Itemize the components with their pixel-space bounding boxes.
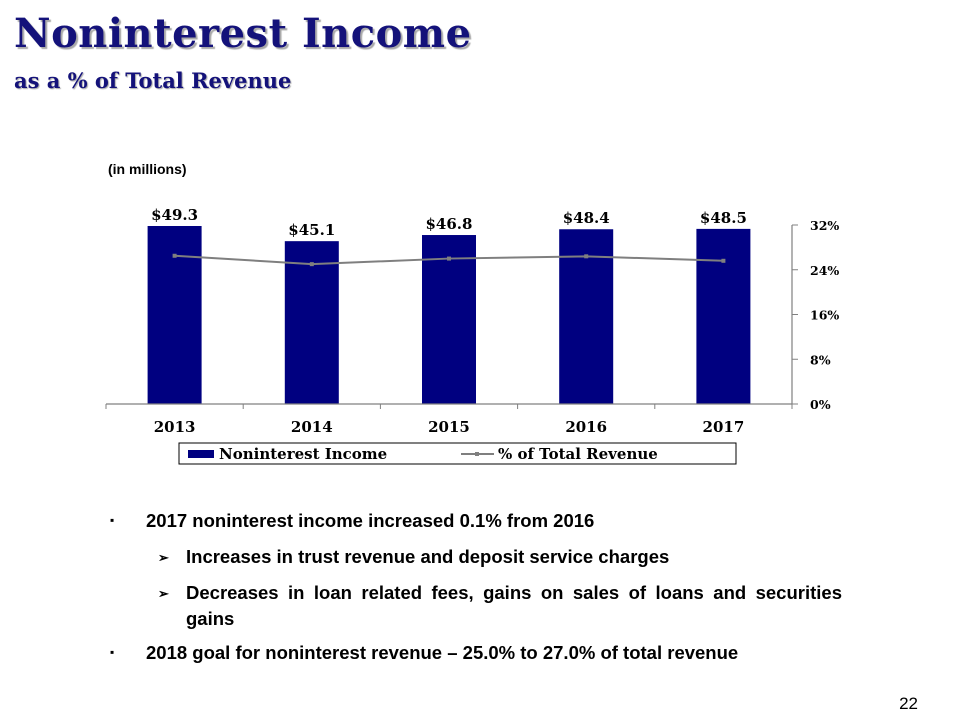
bar-2017: [696, 228, 751, 404]
right-tick-label: 24%: [810, 263, 839, 278]
bullet-text: 2017 noninterest income increased 0.1% f…: [146, 510, 595, 531]
bar-2015: [422, 235, 476, 404]
sub-bullet-item: ➢ Decreases in loan related fees, gains …: [110, 580, 842, 632]
page-number: 22: [899, 694, 918, 713]
bar-value-label: $48.5: [700, 209, 747, 227]
line-point: [721, 258, 726, 263]
bullet-list: ▪ 2017 noninterest income increased 0.1%…: [110, 510, 842, 676]
bar-value-label: $45.1: [288, 221, 335, 239]
sub-bullet-item: ➢ Increases in trust revenue and deposit…: [110, 544, 842, 570]
x-tick-label: 2016: [565, 418, 607, 436]
sub-bullet-text: Increases in trust revenue and deposit s…: [186, 546, 670, 567]
legend-label: Noninterest Income: [219, 445, 387, 463]
x-tick-label: 2014: [291, 418, 333, 436]
line-point: [447, 256, 451, 261]
bullet-item: ▪ 2017 noninterest income increased 0.1%…: [110, 510, 842, 532]
page-title: Noninterest Income: [14, 10, 472, 57]
right-tick-label: 0%: [810, 397, 831, 412]
bullet-item: ▪ 2018 goal for noninterest revenue – 25…: [110, 642, 842, 664]
legend-swatch-point: [475, 452, 479, 456]
square-bullet-icon: ▪: [110, 513, 115, 527]
legend-box: [178, 442, 737, 465]
x-tick-label: 2015: [428, 418, 470, 436]
sub-bullet-text: Decreases in loan related fees, gains on…: [186, 582, 842, 629]
line-point: [309, 262, 314, 267]
noninterest-income-chart: $49.3 2013 $45.1 2014 $46.8 2015 $48.4 2016 $48.…: [105, 206, 839, 465]
bar-2014: [284, 241, 339, 404]
x-tick-label: 2013: [154, 418, 196, 436]
bullet-text: 2018 goal for noninterest revenue – 25.0…: [146, 642, 739, 663]
legend-swatch-bar: [188, 450, 214, 458]
line-point: [172, 253, 177, 258]
legend-label: % of Total Revenue: [498, 445, 658, 463]
page-subtitle: as a % of Total Revenue: [14, 68, 292, 93]
x-tick-label: 2017: [703, 418, 745, 436]
bar-value-label: $48.4: [563, 209, 610, 227]
bar-value-label: $46.8: [426, 215, 473, 233]
right-tick-label: 32%: [810, 218, 839, 233]
square-bullet-icon: ▪: [110, 645, 115, 659]
right-tick-label: 8%: [810, 352, 831, 367]
bar-2016: [559, 229, 614, 404]
line-point: [584, 254, 589, 259]
right-tick-label: 16%: [810, 308, 839, 323]
bar-value-label: $49.3: [151, 206, 198, 224]
units-note: (in millions): [108, 161, 187, 177]
arrow-bullet-icon: ➢: [158, 550, 169, 565]
arrow-bullet-icon: ➢: [158, 586, 169, 601]
bar-2013: [147, 226, 202, 404]
